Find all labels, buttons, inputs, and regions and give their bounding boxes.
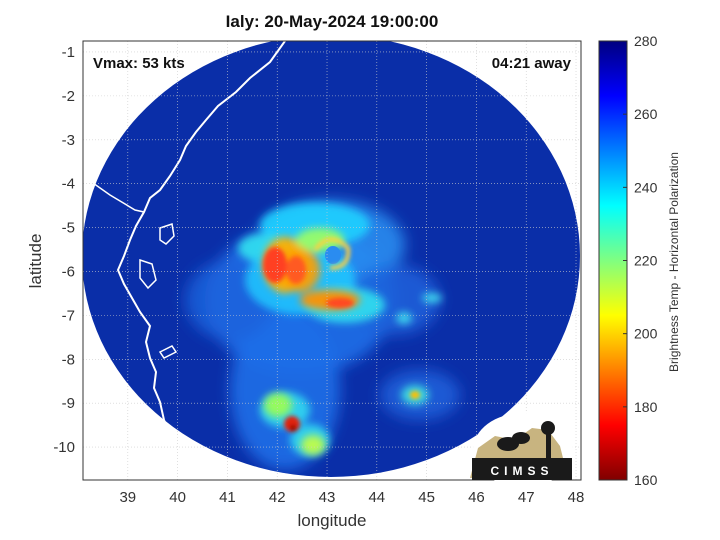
- colorbar-tick-label: 160: [634, 472, 658, 488]
- y-tick-label: -7: [62, 307, 75, 324]
- cimss-logo: CIMSS: [470, 413, 573, 487]
- colorbar-tick-label: 280: [634, 33, 658, 49]
- x-tick-label: 44: [368, 489, 385, 506]
- x-tick-label: 43: [319, 489, 336, 506]
- y-tick-label: -10: [53, 439, 75, 456]
- coastline: [116, 41, 286, 480]
- island: [139, 258, 157, 290]
- colorbar: [598, 40, 628, 481]
- y-tick-label: -5: [62, 220, 75, 237]
- y-tick-label: -3: [62, 132, 75, 149]
- logo-text: CIMSS: [490, 464, 553, 478]
- y-axis-label: latitude: [26, 233, 45, 289]
- island: [159, 223, 175, 245]
- y-tick-label: -4: [62, 176, 75, 193]
- vmax-label: Vmax: 53 kts: [93, 55, 185, 72]
- y-tick-labels: -1 -2 -3 -4 -5 -6 -7 -8 -9 -10: [53, 44, 75, 456]
- island: [158, 345, 178, 359]
- colorbar-tick-label: 180: [634, 399, 658, 415]
- x-tick-label: 45: [418, 489, 435, 506]
- gridlines: [83, 41, 581, 480]
- colorbar-label: Brightness Temp - Horizontal Polarizatio…: [667, 152, 681, 372]
- storm-eye: [325, 246, 341, 264]
- x-tick-label: 47: [518, 489, 535, 506]
- colorbar-tick-labels: 280 260 240 220 200 180 160: [623, 33, 658, 488]
- x-tick-label: 41: [219, 489, 236, 506]
- colorbar-tick-label: 220: [634, 253, 658, 269]
- time-away-label: 04:21 away: [492, 55, 572, 72]
- x-tick-label: 39: [119, 489, 136, 506]
- colorbar-tick-label: 200: [634, 326, 658, 342]
- y-tick-label: -8: [62, 351, 75, 368]
- swath-layer: [83, 41, 580, 480]
- axes-frame: [82, 40, 582, 481]
- x-axis-label: longitude: [297, 511, 367, 530]
- border-line: [83, 175, 145, 213]
- cold-cores: [263, 247, 420, 432]
- x-tick-label: 40: [169, 489, 186, 506]
- chart-title: Ialy: 20-May-2024 19:00:00: [225, 12, 439, 31]
- y-tick-label: -2: [62, 88, 75, 105]
- colorbar-tick-label: 240: [634, 179, 658, 195]
- x-tick-labels: 39 40 41 42 43 44 45 46 47 48: [119, 489, 584, 506]
- y-tick-label: -1: [62, 44, 75, 61]
- y-tick-label: -9: [62, 395, 75, 412]
- x-tick-label: 48: [568, 489, 585, 506]
- colorbar-tick-label: 260: [634, 106, 658, 122]
- x-tick-label: 42: [269, 489, 286, 506]
- x-tick-label: 46: [468, 489, 485, 506]
- y-tick-label: -6: [62, 263, 75, 280]
